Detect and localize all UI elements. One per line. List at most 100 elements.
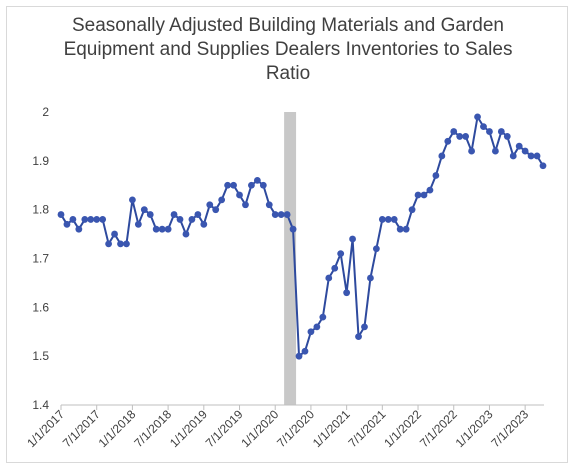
data-point: [367, 274, 374, 282]
data-point: [456, 133, 464, 140]
data-point: [212, 206, 220, 214]
data-point: [468, 147, 475, 155]
recession-band: [284, 112, 297, 405]
y-tick-label: 1.6: [32, 300, 49, 314]
data-point: [384, 216, 392, 223]
chart-title-line-2: Equipment and Supplies Dealers Inventori…: [63, 39, 513, 60]
data-point: [206, 201, 214, 209]
data-point: [414, 191, 422, 199]
data-point: [343, 289, 351, 297]
data-point: [301, 347, 309, 355]
data-point: [164, 225, 172, 233]
data-point: [248, 181, 255, 189]
data-point: [515, 142, 523, 150]
data-point: [75, 225, 83, 233]
data-point: [503, 133, 511, 140]
data-point: [152, 225, 160, 233]
axis-layer: [60, 404, 544, 410]
data-point: [176, 216, 184, 223]
data-point: [57, 211, 65, 218]
data-point: [426, 186, 434, 194]
data-point: [521, 147, 529, 155]
x-tick-label: 1/1/2020: [238, 407, 281, 450]
chart-title-line-1: Seasonally Adjusted Building Materials a…: [72, 15, 504, 36]
data-point: [111, 230, 118, 238]
x-tick-label: 7/1/2020: [274, 407, 317, 450]
data-point: [438, 152, 446, 160]
data-point: [283, 211, 291, 218]
data-point: [355, 333, 362, 341]
y-tick-label: 1.4: [32, 398, 49, 412]
x-tick-label: 7/1/2022: [417, 407, 460, 450]
x-tick-label: 1/1/2019: [167, 407, 210, 450]
data-points: [57, 113, 547, 360]
data-point: [462, 133, 470, 140]
data-point: [444, 137, 452, 145]
data-point: [396, 225, 404, 233]
y-tick-labels: 1.4 1.5 1.6 1.7 1.8 1.9 2: [32, 105, 49, 412]
data-point: [307, 328, 315, 336]
data-point: [378, 216, 386, 223]
data-point: [105, 240, 113, 248]
data-point: [99, 216, 107, 223]
data-point: [486, 128, 493, 135]
x-tick-label: 7/1/2023: [488, 407, 531, 450]
data-point: [289, 225, 297, 233]
data-point: [372, 245, 380, 253]
data-point: [140, 206, 148, 214]
recession-band-layer: [284, 112, 297, 405]
x-tick-labels: 1/1/20177/1/20171/1/20187/1/20181/1/2019…: [24, 407, 531, 450]
x-tick-label: 7/1/2019: [203, 407, 246, 450]
data-point: [509, 152, 517, 160]
chart-title: Seasonally Adjusted Building Materials a…: [0, 14, 576, 86]
data-point: [259, 181, 267, 189]
x-tick-label: 7/1/2017: [60, 407, 103, 450]
x-tick-label: 1/1/2018: [96, 407, 139, 450]
x-tick-label: 1/1/2021: [310, 407, 353, 450]
data-point: [146, 211, 154, 218]
y-tick-label: 2: [42, 105, 49, 119]
data-point: [271, 211, 279, 218]
data-point: [170, 211, 178, 218]
data-point: [188, 216, 196, 223]
data-point: [527, 152, 535, 160]
x-tick-label: 1/1/2017: [24, 407, 67, 450]
data-point: [242, 201, 249, 209]
data-point: [533, 152, 541, 160]
data-point: [194, 211, 202, 218]
data-point: [81, 216, 89, 223]
data-point: [402, 225, 410, 233]
data-point: [265, 201, 273, 209]
data-point: [200, 220, 208, 228]
data-point: [63, 220, 71, 228]
data-point: [408, 206, 416, 214]
data-point: [93, 216, 101, 223]
data-point: [117, 240, 124, 248]
data-point: [390, 216, 398, 223]
data-point: [450, 128, 458, 135]
data-point: [123, 240, 130, 248]
data-point: [349, 235, 356, 243]
y-tick-label: 1.8: [32, 203, 49, 217]
data-point: [182, 230, 190, 238]
data-point: [253, 176, 261, 184]
data-point: [420, 191, 428, 199]
chart-title-line-3: Ratio: [265, 63, 311, 84]
x-tick-label: 7/1/2021: [346, 407, 389, 450]
data-point: [295, 352, 303, 360]
x-tick-label: 7/1/2018: [131, 407, 174, 450]
data-point: [325, 274, 333, 282]
data-point: [134, 220, 142, 228]
data-point: [491, 147, 499, 155]
data-point: [331, 264, 339, 272]
data-point: [539, 162, 547, 170]
data-point: [474, 113, 481, 121]
x-tick-label: 1/1/2022: [381, 407, 424, 450]
x-tick-label: 1/1/2023: [453, 407, 496, 450]
data-point: [87, 216, 95, 223]
data-point: [230, 181, 237, 189]
data-point: [480, 123, 487, 131]
y-tick-label: 1.9: [32, 154, 49, 168]
data-point: [432, 172, 440, 179]
